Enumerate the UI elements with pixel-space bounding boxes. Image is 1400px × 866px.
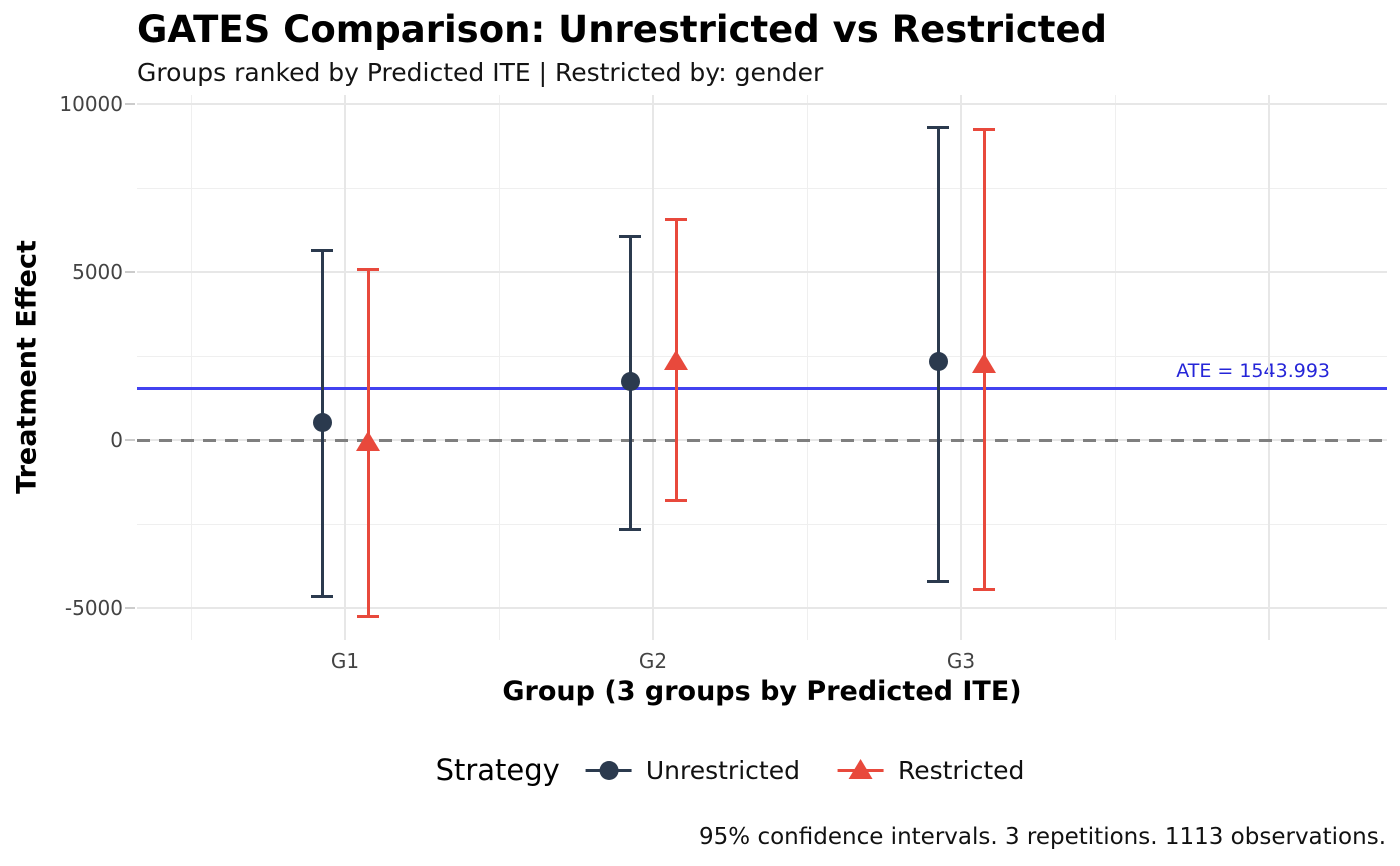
x-axis-title: Group (3 groups by Predicted ITE) <box>502 676 1022 707</box>
gridline-x-minor <box>806 95 808 640</box>
legend-item-label: Restricted <box>897 755 1025 785</box>
triangle-marker-icon <box>848 759 873 779</box>
errorbar-restricted-g3-cap-top <box>973 127 995 131</box>
chart-title: GATES Comparison: Unrestricted vs Restri… <box>137 8 1108 51</box>
x-tick-label: G2 <box>638 649 668 673</box>
gridline-y-major <box>137 607 1387 610</box>
unrestricted-point-g3 <box>928 352 948 372</box>
restricted-point-g1 <box>356 431 380 452</box>
errorbar-unrestricted-g2-cap-bottom <box>619 527 641 531</box>
triangle-errorbar-marker-icon <box>837 758 884 782</box>
zero-line <box>137 438 1387 442</box>
gridline-y-minor <box>137 355 1387 357</box>
gridline-x-minor <box>498 95 500 640</box>
errorbar-restricted-g2-cap-top <box>665 217 687 221</box>
ATE-line <box>137 386 1387 390</box>
errorbar-unrestricted-g1-cap-bottom <box>311 595 333 599</box>
x-tick-label: G1 <box>330 649 360 673</box>
errorbar-unrestricted-g2-cap-top <box>619 235 641 239</box>
gridline-x-minor <box>1114 95 1116 640</box>
y-tick-mark <box>125 271 135 274</box>
unrestricted-point-g1 <box>312 413 332 433</box>
chart-caption: 95% confidence intervals. 3 repetitions.… <box>699 824 1386 850</box>
errorbar-unrestricted-g3-cap-top <box>927 126 949 130</box>
restricted-point-g2 <box>664 350 688 371</box>
y-tick-label: 0 <box>110 428 123 453</box>
y-tick-label: -5000 <box>64 596 123 621</box>
legend-item-restricted: Restricted <box>837 755 1025 785</box>
errorbar-restricted-g1-cap-top <box>357 267 379 271</box>
errorbar-unrestricted-g1-cap-top <box>311 248 333 252</box>
gridline-y-minor <box>137 187 1387 189</box>
gridline-y-major <box>137 271 1387 274</box>
errorbar-restricted-g2-cap-bottom <box>665 499 687 503</box>
y-tick-mark <box>125 607 135 610</box>
gridline-x-major <box>344 95 346 640</box>
legend-item-unrestricted: Unrestricted <box>585 755 800 785</box>
unrestricted-point-g2 <box>620 372 640 392</box>
y-tick-label: 5000 <box>72 260 123 285</box>
chart-subtitle: Groups ranked by Predicted ITE | Restric… <box>137 58 824 87</box>
x-tick-label: G3 <box>946 649 976 673</box>
ate-annotation: ATE = 1543.993 <box>1176 360 1330 382</box>
legend-item-label: Unrestricted <box>645 755 800 785</box>
gridline-x-major <box>652 95 654 640</box>
gridline-x-major <box>960 95 962 640</box>
y-tick-mark <box>125 439 135 442</box>
errorbar-restricted-g1-cap-bottom <box>357 615 379 619</box>
errorbar-unrestricted-g3-cap-bottom <box>927 579 949 583</box>
gridline-x-major <box>1268 95 1270 640</box>
y-tick-label: 10000 <box>59 92 123 117</box>
circle-errorbar-marker-icon <box>585 758 632 782</box>
legend-title: Strategy <box>435 753 560 787</box>
restricted-point-g3 <box>972 353 996 374</box>
gridline-y-minor <box>137 523 1387 525</box>
gridline-x-minor <box>190 95 192 640</box>
errorbar-restricted-g3-cap-bottom <box>973 588 995 592</box>
circle-marker-icon <box>599 760 619 780</box>
y-tick-mark <box>125 103 135 106</box>
gridline-y-major <box>137 103 1387 106</box>
legend: Strategy Unrestricted Restricted <box>436 753 1025 787</box>
